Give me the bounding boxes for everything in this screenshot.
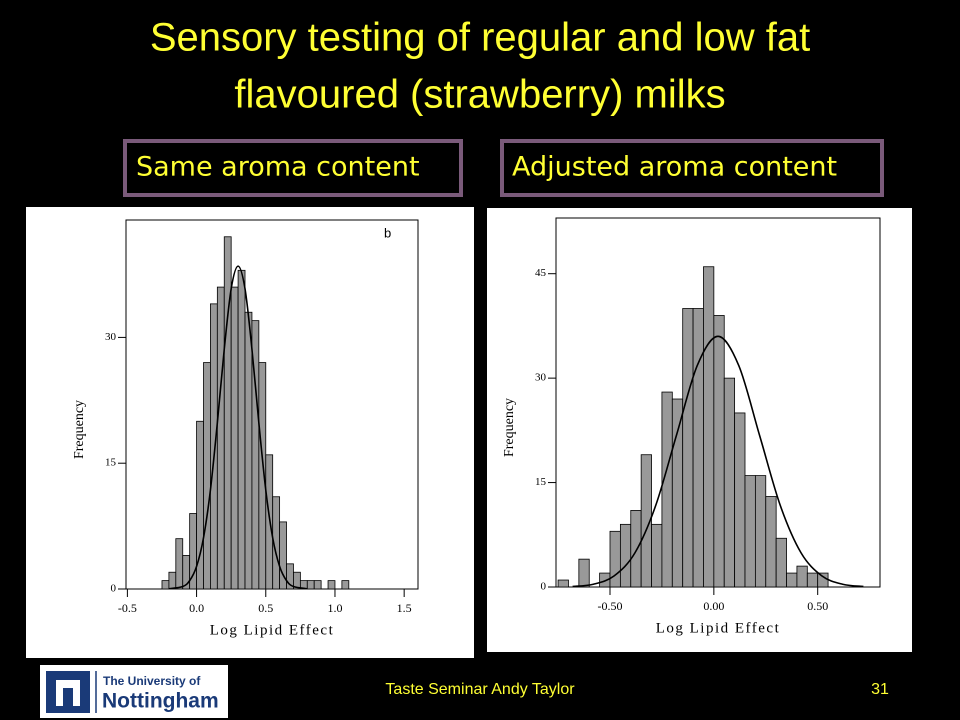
panel-label-box <box>123 139 463 197</box>
panel-label: Same aroma content <box>136 152 420 183</box>
y-tick-label: 45 <box>535 267 547 279</box>
histogram-bar <box>775 537 787 588</box>
panel-label: Adjusted aroma content <box>512 152 837 183</box>
histogram-bar <box>640 454 652 588</box>
histogram-bar <box>744 475 756 588</box>
histogram-bar <box>703 266 715 588</box>
histogram-bar <box>223 236 232 590</box>
histogram-bar <box>168 571 177 590</box>
histogram-bar <box>216 286 225 590</box>
histogram-bar <box>619 523 632 588</box>
histogram-bar <box>230 286 239 590</box>
histogram-bar <box>244 311 253 590</box>
histogram-bar <box>754 475 767 588</box>
histogram-bar <box>817 572 829 588</box>
histogram-bar <box>806 572 819 588</box>
panel-label-box <box>500 139 884 197</box>
histogram-bar <box>713 315 725 588</box>
page-number: 31 <box>871 681 889 698</box>
y-tick-label: 0 <box>541 581 547 593</box>
y-tick-label: 30 <box>535 372 547 384</box>
y-tick-label: 15 <box>105 457 117 469</box>
histogram-bar <box>341 580 350 590</box>
annotation: b <box>384 225 391 240</box>
histogram-bar <box>279 521 287 590</box>
histogram-bar <box>313 580 322 590</box>
y-tick-label: 0 <box>111 583 117 595</box>
logo-text: Nottingham <box>102 690 219 713</box>
x-tick-label: 1.5 <box>397 601 412 615</box>
histogram-bar <box>161 580 170 590</box>
fit-curve <box>168 265 308 590</box>
x-axis-label: Log Lipid Effect <box>656 620 781 636</box>
histogram-bar <box>796 565 808 588</box>
x-tick-label: 0.50 <box>807 599 828 613</box>
x-tick-label: 0.0 <box>189 601 204 615</box>
x-axis-label: Log Lipid Effect <box>210 622 335 638</box>
x-tick-label: 0.00 <box>703 599 724 613</box>
x-tick-label: -0.5 <box>118 601 137 615</box>
y-tick-label: 30 <box>105 331 117 343</box>
histogram-bar <box>734 412 746 588</box>
slide-title: flavoured (strawberry) milks <box>234 73 725 117</box>
histogram-bar <box>723 377 736 588</box>
charts: 0 15 30 -0.5 0.0 0.5 1.0 1.5 Log Lipid Effect Fre… <box>72 217 881 638</box>
histogram-bar <box>661 391 673 588</box>
logo-door <box>63 688 73 706</box>
histogram-bar <box>609 530 621 588</box>
x-tick-label: 1.0 <box>327 601 342 615</box>
histogram-bar <box>210 303 218 590</box>
histogram-bar <box>630 510 642 588</box>
histogram-bar <box>237 269 246 590</box>
fit-curve <box>572 335 864 588</box>
histogram-bar <box>786 572 798 588</box>
histogram-bar <box>265 454 274 590</box>
histogram-bar <box>203 362 211 590</box>
histogram-bar <box>692 308 704 588</box>
histogram-bar <box>175 538 184 590</box>
footer-text: Taste Seminar Andy Taylor <box>385 681 575 698</box>
histogram-bar <box>765 496 777 588</box>
y-tick-label: 15 <box>535 476 547 488</box>
histogram-bar <box>557 579 569 588</box>
histogram-bar <box>578 558 590 588</box>
histogram-bar <box>651 523 663 588</box>
histogram-bar <box>327 580 336 590</box>
logo-text: The University of <box>103 674 201 688</box>
histogram-bar <box>306 580 315 590</box>
histogram-bar <box>682 308 694 588</box>
x-tick-label: -0.50 <box>598 599 623 613</box>
histogram-bar <box>671 398 684 588</box>
x-tick-label: 0.5 <box>258 601 273 615</box>
slide-title: Sensory testing of regular and low fat <box>150 16 810 60</box>
y-axis-label: Frequency <box>72 400 87 459</box>
y-axis-label: Frequency <box>502 398 517 457</box>
